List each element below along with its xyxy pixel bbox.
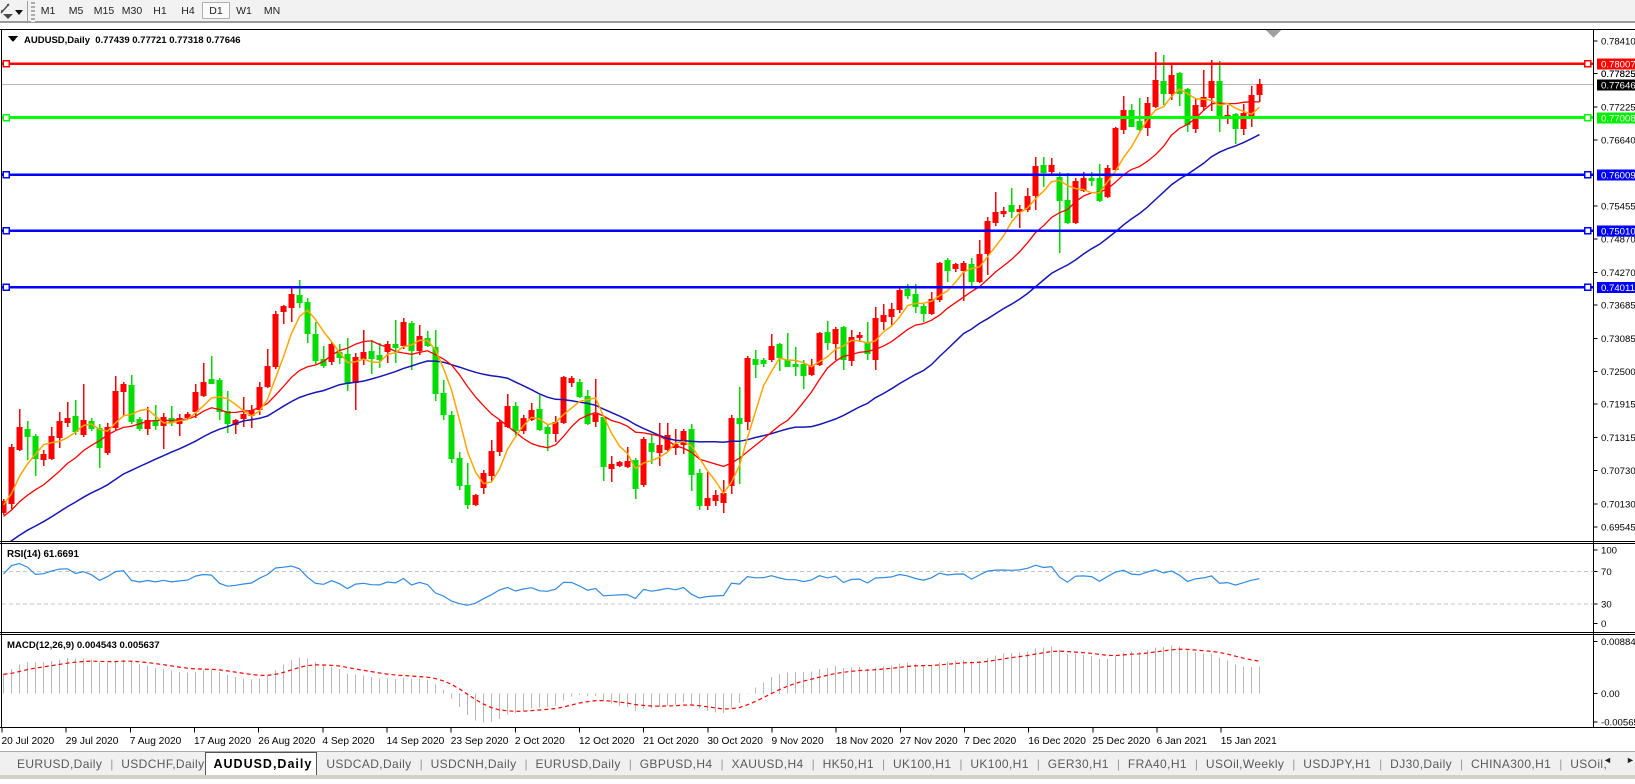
svg-text:30 Oct 2020: 30 Oct 2020 [707,736,763,747]
svg-text:18 Nov 2020: 18 Nov 2020 [836,736,894,747]
svg-text:7 Aug 2020: 7 Aug 2020 [130,736,182,747]
svg-text:21 Oct 2020: 21 Oct 2020 [643,736,699,747]
svg-text:27 Nov 2020: 27 Nov 2020 [900,736,958,747]
svg-text:0.00884: 0.00884 [1601,637,1635,648]
svg-text:MACD(12,26,9) 0.004543 0.00563: MACD(12,26,9) 0.004543 0.005637 [7,640,160,651]
svg-text:0.75010: 0.75010 [1601,226,1635,237]
svg-text:AUDUSD,Daily 0.77439 0.77721: AUDUSD,Daily 0.77439 0.77721 0.77318 0.7… [24,35,241,46]
svg-text:26 Aug 2020: 26 Aug 2020 [258,736,316,747]
svg-text:0.77225: 0.77225 [1601,103,1635,114]
svg-text:29 Jul 2020: 29 Jul 2020 [66,736,119,747]
svg-text:0.78410: 0.78410 [1601,36,1635,47]
svg-text:23 Sep 2020: 23 Sep 2020 [451,736,509,747]
svg-text:0.77825: 0.77825 [1601,69,1635,80]
svg-text:15 Jan 2021: 15 Jan 2021 [1221,736,1277,747]
svg-text:0: 0 [1601,619,1606,630]
svg-text:9 Nov 2020: 9 Nov 2020 [772,736,824,747]
svg-text:0.74270: 0.74270 [1601,268,1635,279]
svg-text:0.70130: 0.70130 [1601,500,1635,511]
svg-text:-0.00565: -0.00565 [1601,718,1635,729]
svg-text:70: 70 [1601,567,1612,578]
svg-text:0.76009: 0.76009 [1601,170,1635,181]
svg-text:0.77825: 0.77825 [1601,69,1635,80]
svg-text:14 Sep 2020: 14 Sep 2020 [387,736,445,747]
svg-text:0.00: 0.00 [1601,689,1620,700]
svg-text:0.74011: 0.74011 [1601,283,1635,294]
svg-text:7 Dec 2020: 7 Dec 2020 [964,736,1016,747]
svg-text:2 Oct 2020: 2 Oct 2020 [515,736,565,747]
svg-text:6 Jan 2021: 6 Jan 2021 [1157,736,1208,747]
svg-text:0.73085: 0.73085 [1601,334,1635,345]
svg-text:0.73685: 0.73685 [1601,301,1635,312]
svg-text:0.71315: 0.71315 [1601,433,1635,444]
svg-text:0.70730: 0.70730 [1601,466,1635,477]
svg-text:0.72500: 0.72500 [1601,367,1635,378]
svg-text:100: 100 [1601,546,1617,557]
svg-text:0.78007: 0.78007 [1601,59,1635,70]
svg-text:30: 30 [1601,600,1612,611]
svg-text:0.76640: 0.76640 [1601,135,1635,146]
svg-text:12 Oct 2020: 12 Oct 2020 [579,736,635,747]
svg-text:0.77646: 0.77646 [1601,80,1635,91]
svg-text:0.71915: 0.71915 [1601,400,1635,411]
svg-text:25 Dec 2020: 25 Dec 2020 [1092,736,1150,747]
svg-text:0.74870: 0.74870 [1601,234,1635,245]
svg-text:RSI(14) 61.6691: RSI(14) 61.6691 [7,549,79,560]
svg-text:17 Aug 2020: 17 Aug 2020 [194,736,252,747]
svg-text:16 Dec 2020: 16 Dec 2020 [1028,736,1086,747]
svg-text:0.75455: 0.75455 [1601,202,1635,213]
svg-text:0.69545: 0.69545 [1601,523,1635,534]
svg-text:0.77008: 0.77008 [1601,113,1635,124]
svg-text:4 Sep 2020: 4 Sep 2020 [322,736,374,747]
svg-text:20 Jul 2020: 20 Jul 2020 [2,736,55,747]
